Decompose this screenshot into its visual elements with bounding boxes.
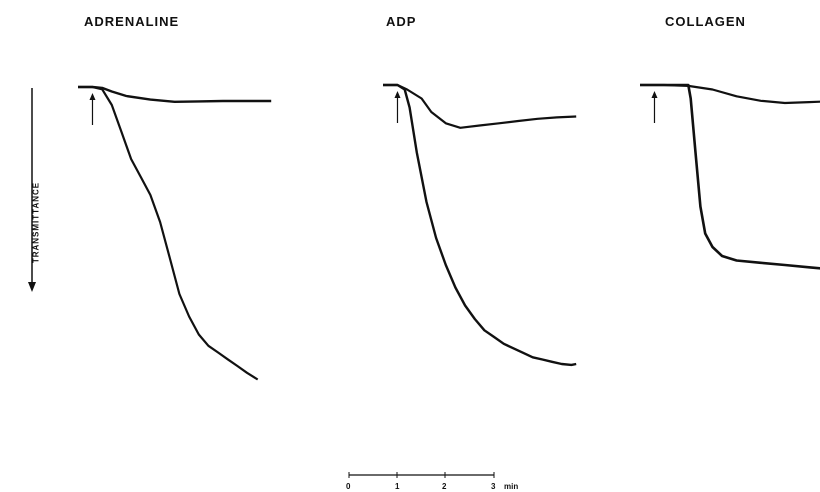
trace-1-0 bbox=[383, 83, 577, 129]
addition-arrow-head-0 bbox=[89, 93, 96, 100]
addition-arrow-head-2 bbox=[651, 91, 658, 98]
scale-tick-label-3: 3 bbox=[491, 482, 496, 491]
scale-tick-label-2: 2 bbox=[442, 482, 447, 491]
panel-title-adp: ADP bbox=[386, 14, 417, 29]
trace-1-1 bbox=[383, 83, 577, 367]
panel-title-adrenaline: ADRENALINE bbox=[84, 14, 180, 29]
trace-0-0 bbox=[78, 85, 272, 103]
panel-title-collagen: COLLAGEN bbox=[665, 14, 746, 29]
scale-tick-label-0: 0 bbox=[346, 482, 351, 491]
scale-tick-label-1: 1 bbox=[395, 482, 400, 491]
trace-2-1 bbox=[640, 83, 820, 270]
addition-arrow-head-1 bbox=[394, 91, 401, 98]
y-axis-arrow-head bbox=[28, 282, 36, 292]
trace-2-0 bbox=[640, 83, 820, 105]
scale-unit: min bbox=[504, 482, 519, 491]
trace-0-1 bbox=[78, 85, 259, 381]
